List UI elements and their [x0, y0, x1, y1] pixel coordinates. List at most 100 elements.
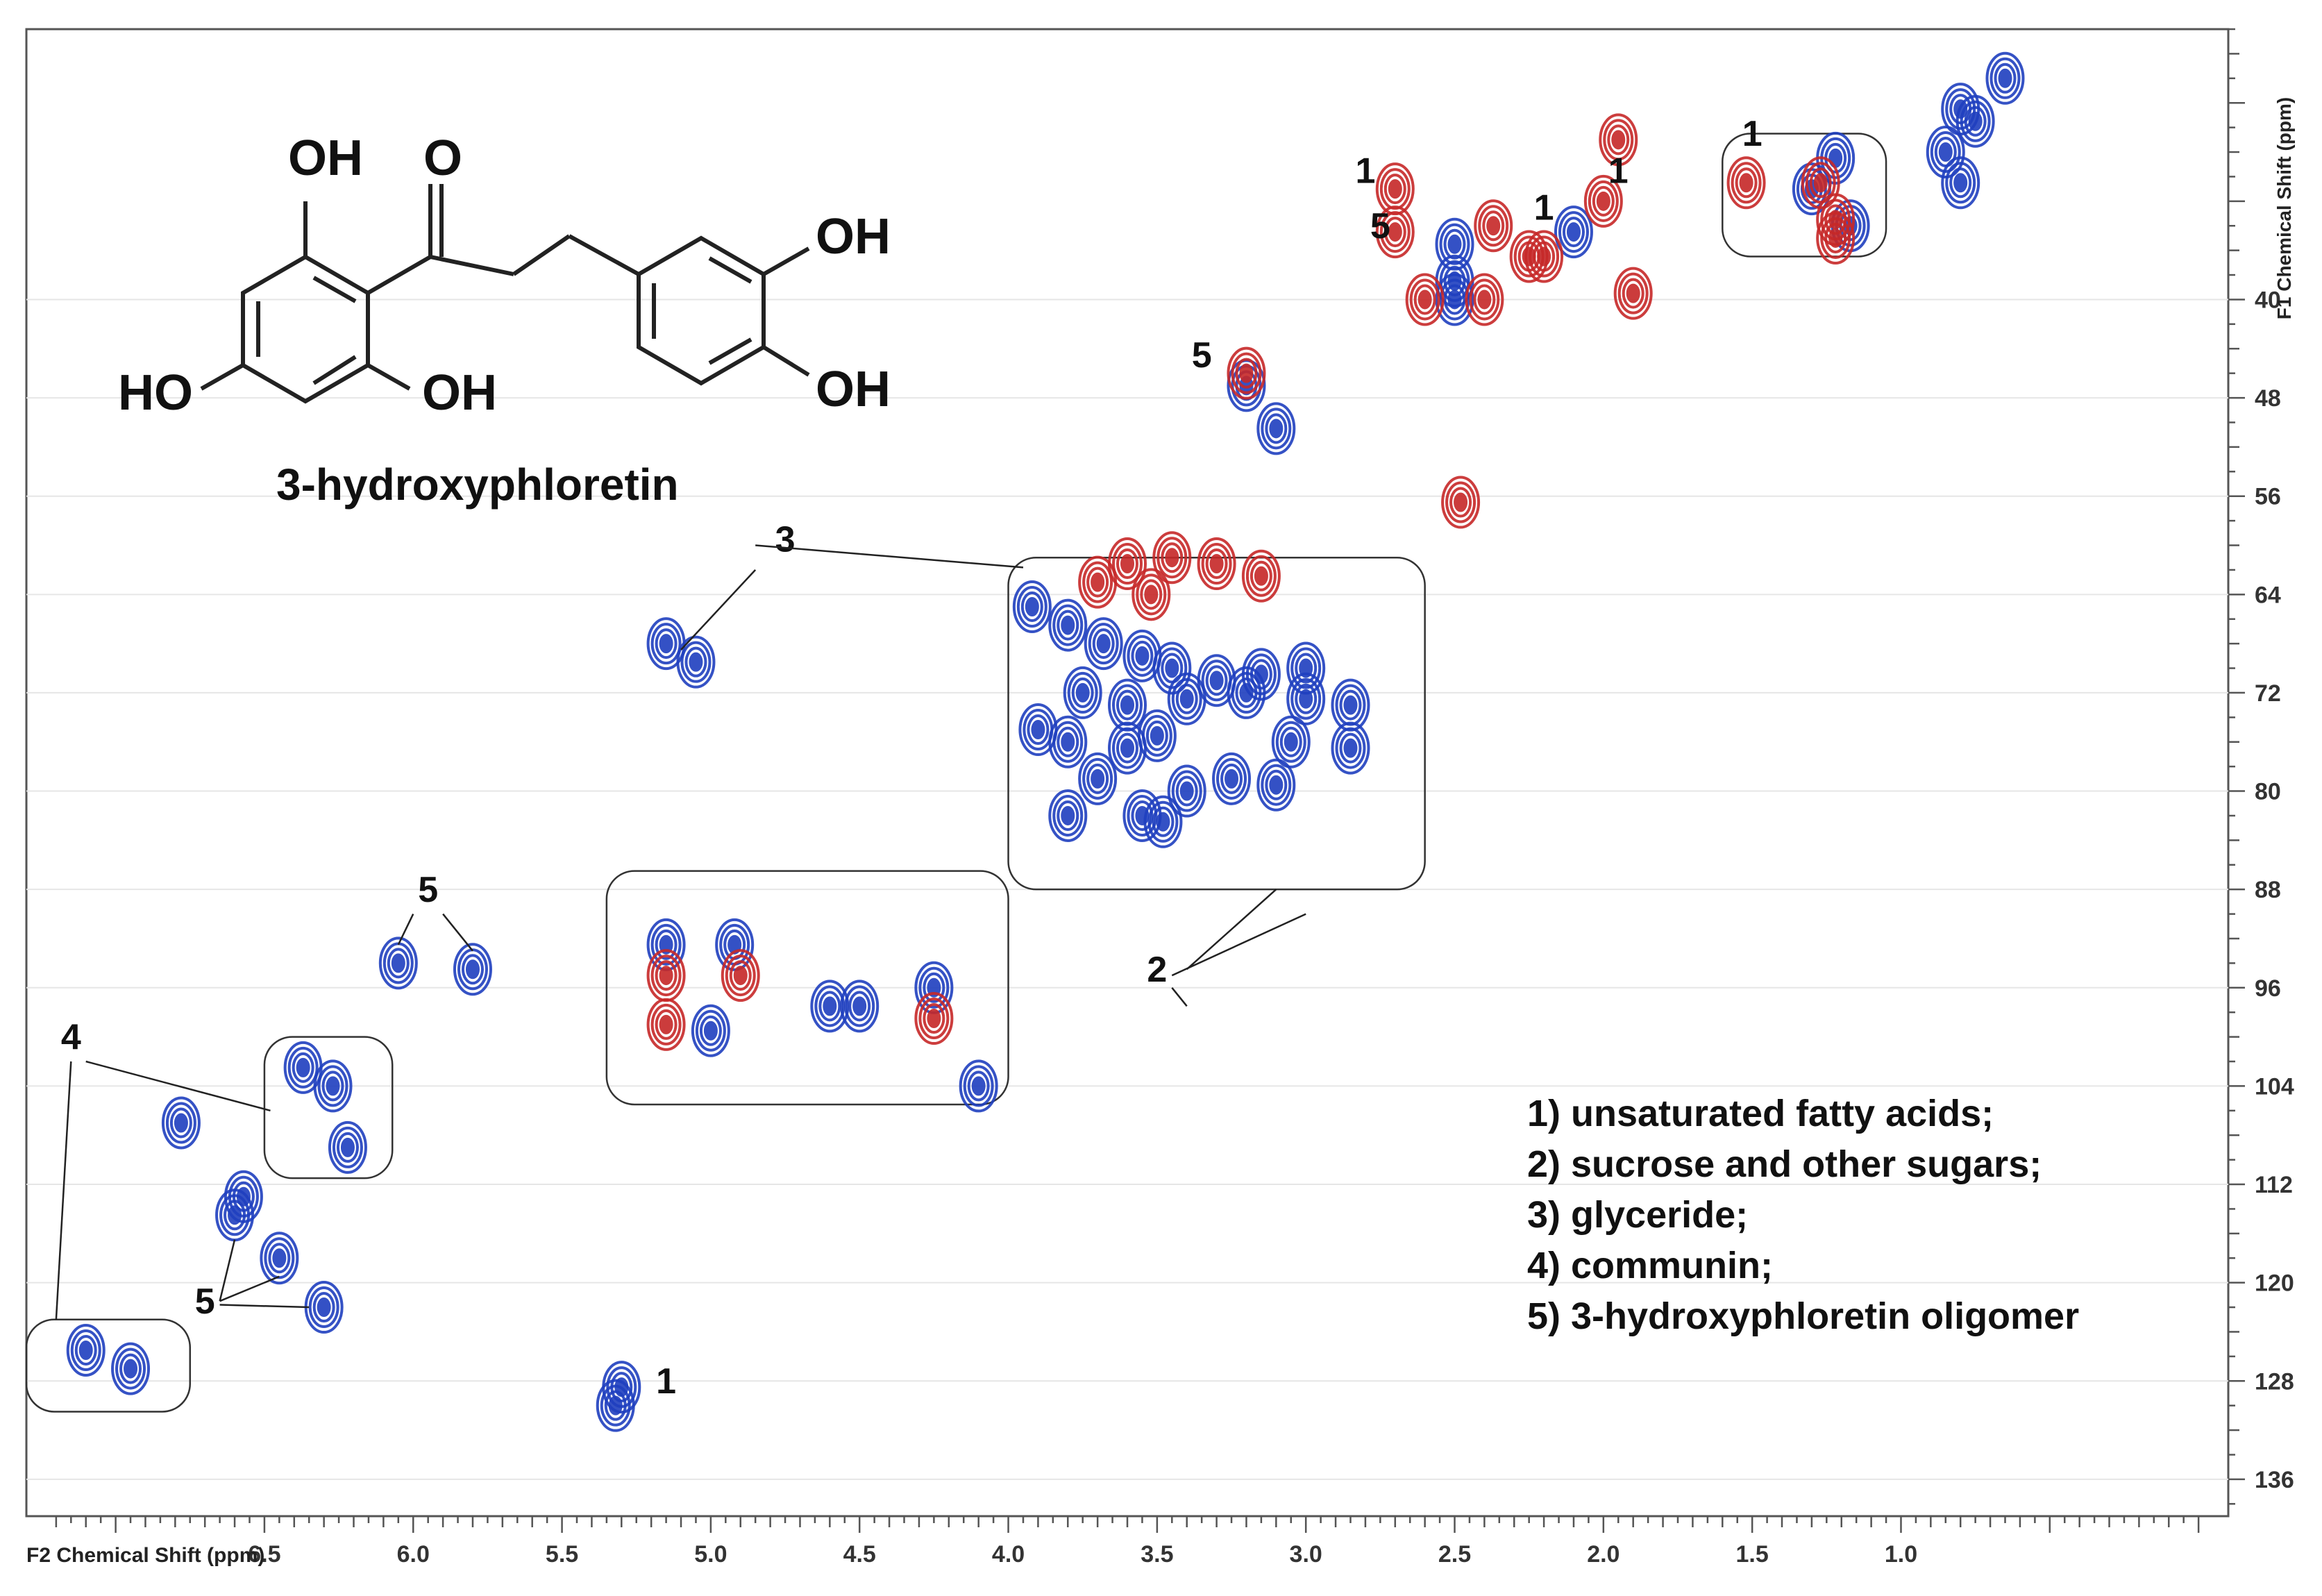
y-axis-title: F1 Chemical Shift (ppm) — [2273, 97, 2295, 319]
peak-positive — [313, 1059, 353, 1113]
x-tick-label: 4.5 — [843, 1541, 876, 1568]
y-tick-label: 64 — [2255, 582, 2281, 608]
peak-negative — [646, 998, 686, 1051]
peaks — [66, 51, 2025, 1432]
annotation-label: 4 — [61, 1017, 81, 1057]
peak-positive — [914, 961, 954, 1014]
region-box-2 — [605, 870, 1009, 1106]
peak-positive — [66, 1324, 106, 1377]
peak-positive — [328, 1120, 367, 1174]
peak-negative — [1241, 549, 1281, 603]
mol-label-oh-right-bottom: OH — [816, 362, 891, 417]
peak-positive — [1331, 721, 1370, 775]
peak-positive — [646, 617, 686, 671]
peak-negative — [1583, 174, 1623, 228]
y-tick-label: 136 — [2255, 1467, 2294, 1493]
peak-positive — [676, 635, 716, 689]
x-axis-title: F2 Chemical Shift (ppm) — [26, 1544, 264, 1567]
y-tick-label: 56 — [2255, 484, 2281, 510]
peak-negative — [1405, 273, 1445, 326]
leader-line — [442, 913, 473, 952]
leader-line — [55, 1061, 72, 1320]
peak-negative — [1465, 273, 1504, 326]
peak-positive — [161, 1096, 201, 1150]
peak-positive — [260, 1232, 299, 1285]
peak-positive — [283, 1041, 323, 1094]
x-tick-label: 2.0 — [1587, 1541, 1619, 1568]
peak-negative — [1078, 555, 1118, 609]
peak-negative — [914, 992, 954, 1045]
annotation-label: 5 — [1370, 206, 1390, 246]
annotation-label: 5 — [195, 1282, 215, 1322]
annotation-label: 5 — [418, 870, 438, 910]
peak-positive — [959, 1059, 998, 1113]
peak-positive — [1167, 764, 1206, 818]
legend-item-5: 5) 3-hydroxyphloretin oligomer — [1527, 1295, 2079, 1337]
y-tick-label: 120 — [2255, 1270, 2294, 1297]
peak-positive — [1271, 715, 1311, 768]
peak-positive — [1137, 709, 1177, 762]
legend-item-2: 2) sucrose and other sugars; — [1527, 1143, 2042, 1185]
peak-negative — [1375, 205, 1415, 259]
peak-positive — [596, 1379, 635, 1432]
peak-positive — [1227, 666, 1266, 719]
peak-positive — [1256, 402, 1296, 455]
peak-negative — [1131, 568, 1171, 621]
mol-label-o: O — [423, 131, 462, 186]
peak-negative — [1816, 211, 1856, 264]
leader-line — [755, 544, 1024, 569]
y-tick-label: 96 — [2255, 975, 2281, 1002]
peak-negative — [1474, 199, 1513, 253]
x-tick-label: 3.0 — [1290, 1541, 1322, 1568]
mol-label-ho-left: HO — [118, 365, 193, 421]
peak-positive — [1018, 703, 1058, 757]
y-tick-label: 80 — [2255, 779, 2281, 805]
annotation-label: 3 — [775, 519, 796, 560]
x-tick-label: 2.5 — [1438, 1541, 1471, 1568]
peak-positive — [840, 980, 880, 1033]
peak-positive — [1331, 678, 1370, 732]
peak-negative — [1726, 156, 1766, 210]
peak-positive — [1554, 205, 1593, 259]
peak-positive — [1063, 666, 1102, 719]
x-tick-label: 1.0 — [1885, 1541, 1917, 1568]
leader-line — [85, 1060, 271, 1112]
y-tick-label: 88 — [2255, 877, 2281, 903]
x-tick-label: 3.5 — [1141, 1541, 1173, 1568]
peak-negative — [1375, 162, 1415, 216]
leader-line — [1186, 889, 1277, 971]
region-box-4 — [263, 1036, 394, 1179]
molecule-structure — [200, 184, 810, 404]
peak-positive — [1435, 273, 1474, 326]
peak-positive — [1167, 672, 1206, 725]
region-box-1 — [1722, 133, 1887, 258]
peak-negative — [1613, 267, 1653, 320]
peak-negative — [1441, 476, 1481, 529]
mol-label-oh-bottom: OH — [422, 365, 497, 421]
x-tick-label: 5.0 — [694, 1541, 727, 1568]
legend: 1) unsaturated fatty acids; 2) sucrose a… — [1527, 1093, 2079, 1337]
peak-positive — [1012, 580, 1052, 634]
mol-label-oh-top: OH — [288, 131, 363, 186]
x-tick-label: 1.5 — [1736, 1541, 1769, 1568]
x-tick-label: 5.5 — [546, 1541, 578, 1568]
annotation-label: 1 — [1742, 114, 1762, 154]
x-axis: 6.5 6.0 5.5 5.0 4.5 4.0 3.5 3.0 2.5 2.0 1.5 1.0 — [55, 1516, 2200, 1568]
x-tick-label: 4.0 — [992, 1541, 1025, 1568]
peak-positive — [1985, 51, 2025, 105]
x-tick-label: 6.5 — [248, 1541, 280, 1568]
annotation-label: 1 — [1355, 151, 1375, 191]
legend-item-3: 3) glyceride; — [1527, 1194, 1748, 1236]
peak-negative — [1227, 346, 1266, 400]
peak-positive — [810, 980, 850, 1033]
annotations: 1 1 1 1 5 5 3 2 5 4 5 1 — [55, 114, 1762, 1402]
peak-negative — [1524, 230, 1564, 283]
peak-negative — [1197, 537, 1236, 591]
peak-positive — [691, 1004, 730, 1057]
peak-positive — [1143, 795, 1183, 848]
peak-negative — [1599, 113, 1638, 167]
peak-positive — [1286, 672, 1326, 725]
peak-positive — [1256, 758, 1296, 812]
peak-positive — [378, 936, 418, 990]
peak-positive — [1078, 752, 1118, 805]
